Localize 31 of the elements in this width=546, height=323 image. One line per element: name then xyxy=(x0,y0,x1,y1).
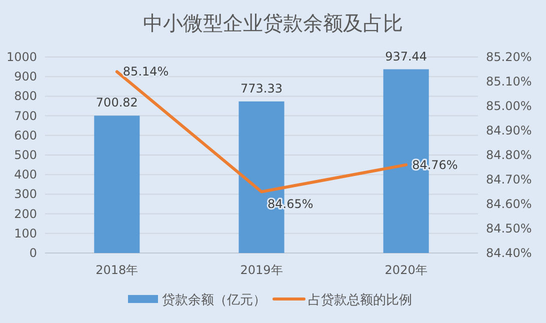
bar xyxy=(94,116,140,253)
y2-tick-label: 84.50% xyxy=(486,222,532,236)
y-tick-label: 300 xyxy=(14,187,37,202)
y2-tick-label: 84.40% xyxy=(486,246,532,260)
y2-tick-label: 85.20% xyxy=(486,50,532,64)
x-tick-label: 2019年 xyxy=(240,263,283,277)
x-tick-label: 2020年 xyxy=(384,263,428,277)
data-label: 85.14% xyxy=(122,64,169,79)
y2-tick-label: 84.80% xyxy=(486,148,532,162)
chart-title: 中小微型企业贷款余额及占比 xyxy=(143,11,403,35)
y-tick-label: 400 xyxy=(14,168,37,182)
y2-tick-label: 84.60% xyxy=(486,197,532,211)
legend-label: 占贷款总额的比例 xyxy=(308,293,412,308)
legend-label: 贷款余额（亿元） xyxy=(162,293,266,308)
y2-tick-label: 84.90% xyxy=(486,124,532,138)
y-tick-label: 500 xyxy=(14,148,37,162)
x-tick-label: 2018年 xyxy=(96,263,138,277)
y-tick-label: 100 xyxy=(14,226,37,240)
y-tick-label: 200 xyxy=(14,206,37,221)
y2-tick-label: 85.00% xyxy=(486,99,532,113)
y2-tick-label: 84.70% xyxy=(486,172,532,186)
y2-tick-label: 85.10% xyxy=(486,74,532,88)
y-tick-label: 700 xyxy=(14,108,37,123)
y-tick-label: 900 xyxy=(14,70,37,84)
data-label: 700.82 xyxy=(96,96,138,110)
data-label: 773.33 xyxy=(240,81,282,96)
y-tick-label: 1000 xyxy=(6,50,37,64)
y-tick-label: 800 xyxy=(14,89,37,104)
data-label: 937.44 xyxy=(385,49,428,64)
y-tick-label: 600 xyxy=(14,128,37,142)
y-tick-label: 0 xyxy=(29,246,37,260)
